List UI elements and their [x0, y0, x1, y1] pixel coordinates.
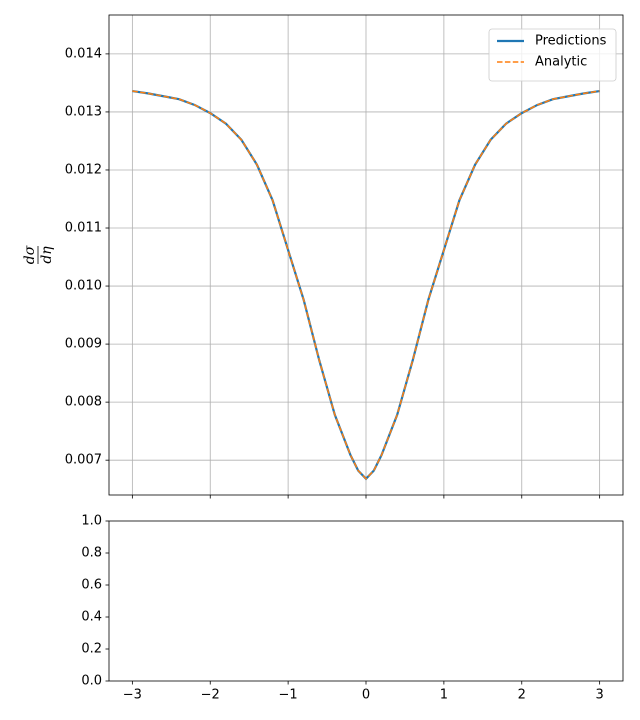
- y-tick-label: 0.011: [65, 221, 102, 236]
- x-tick-label: −3: [123, 688, 142, 703]
- subplot: 0.0 0.2 0.4 0.6 0.8 1.0 −3 −2 −1 0 1 2 3: [81, 514, 624, 703]
- x-tick-label: 0: [362, 688, 370, 703]
- y-tick-label: 0.8: [81, 546, 102, 561]
- y-tick-label: 0.010: [65, 279, 102, 294]
- x-tick-label: 1: [440, 688, 448, 703]
- y-tick-label: 0.6: [81, 578, 102, 593]
- legend: Predictions Analytic: [488, 28, 617, 82]
- y-tick-label: 0.0: [81, 674, 102, 689]
- x-tick-label: 2: [518, 688, 526, 703]
- series-line: [132, 90, 600, 480]
- y-tick-label: 0.013: [65, 104, 102, 119]
- y-tick-label: 0.009: [65, 337, 102, 352]
- y-tick-label: 0.2: [81, 642, 102, 657]
- y-tick-label: 0.012: [65, 162, 102, 177]
- subplot: 0.007 0.008 0.009 0.010 0.011 0.012 0.013 0.014…: [22, 14, 624, 499]
- x-tick-label: −1: [279, 688, 298, 703]
- y-tick-label: 0.4: [81, 610, 102, 625]
- x-tick-label: 3: [595, 688, 603, 703]
- y-axis-label: dσ dη: [22, 245, 55, 264]
- x-tick-label: −2: [201, 688, 220, 703]
- y-tick-label: 0.014: [65, 46, 102, 61]
- y-tick-label: 0.008: [65, 395, 102, 410]
- axes-frame: [108, 520, 624, 682]
- legend-label: Predictions: [535, 34, 607, 49]
- y-tick-label: 1.0: [81, 514, 102, 529]
- y-tick-label: 0.007: [65, 453, 102, 468]
- y-label-denominator: dη: [39, 246, 55, 264]
- legend-label: Analytic: [535, 55, 587, 70]
- y-label-numerator: dσ: [22, 245, 38, 264]
- axes-frame: [108, 14, 624, 496]
